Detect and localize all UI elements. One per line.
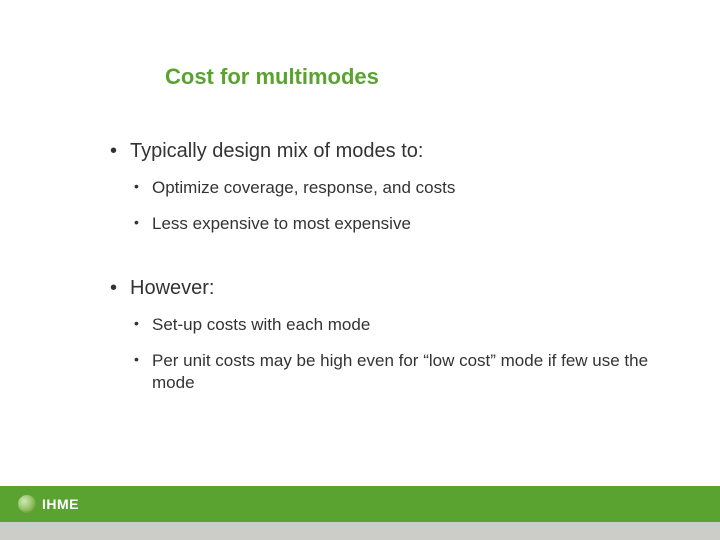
slide: Cost for multimodes Typically design mix…	[0, 0, 720, 540]
footer-strip	[0, 522, 720, 540]
slide-title: Cost for multimodes	[165, 64, 379, 90]
slide-content: Typically design mix of modes to: Optimi…	[110, 140, 650, 408]
bullet-lvl1: However:	[110, 277, 650, 300]
bullet-lvl2: Less expensive to most expensive	[134, 213, 650, 235]
footer-logo: IHME	[18, 495, 79, 513]
bullet-text: Optimize coverage, response, and costs	[152, 178, 455, 197]
bullet-lvl2: Set-up costs with each mode	[134, 314, 650, 336]
bullet-text: Per unit costs may be high even for “low…	[152, 351, 648, 392]
bullet-text: However:	[130, 277, 214, 299]
globe-icon	[18, 495, 36, 513]
footer-org-text: IHME	[42, 496, 79, 512]
spacer	[110, 249, 650, 277]
bullet-text: Set-up costs with each mode	[152, 315, 370, 334]
footer-bar: IHME	[0, 486, 720, 522]
bullet-lvl2: Per unit costs may be high even for “low…	[134, 350, 650, 394]
bullet-lvl2: Optimize coverage, response, and costs	[134, 177, 650, 199]
bullet-lvl1: Typically design mix of modes to:	[110, 140, 650, 163]
bullet-text: Typically design mix of modes to:	[130, 140, 423, 162]
bullet-text: Less expensive to most expensive	[152, 214, 411, 233]
